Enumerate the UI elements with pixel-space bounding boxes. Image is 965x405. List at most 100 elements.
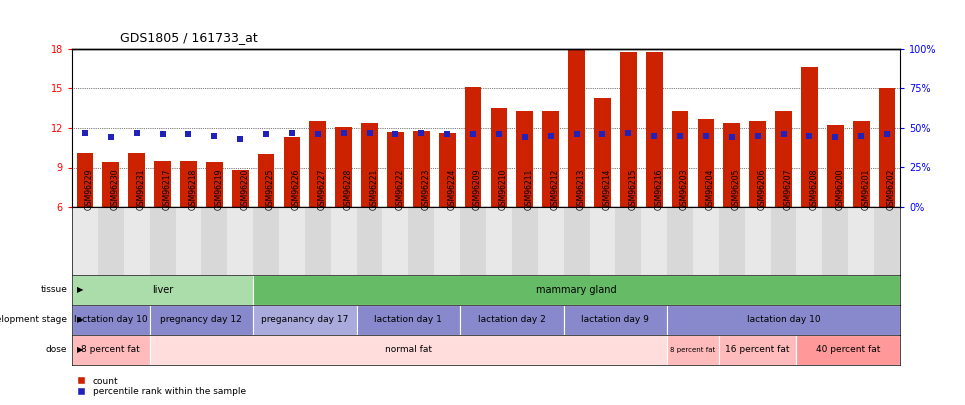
Point — [543, 133, 559, 139]
Bar — [460, 207, 486, 275]
Text: GSM96230: GSM96230 — [111, 169, 120, 211]
Text: dose: dose — [45, 345, 68, 354]
Bar — [253, 305, 357, 335]
Bar — [310, 122, 326, 207]
Bar — [253, 207, 279, 275]
Text: GSM96213: GSM96213 — [576, 169, 586, 211]
Text: lactation day 10: lactation day 10 — [747, 315, 820, 324]
Text: GSM96215: GSM96215 — [628, 169, 637, 211]
Point — [568, 131, 584, 138]
Text: GSM96220: GSM96220 — [240, 169, 249, 211]
Bar — [564, 207, 590, 275]
Bar — [879, 89, 896, 207]
Point — [699, 133, 714, 139]
Text: GSM96219: GSM96219 — [214, 169, 223, 211]
Point — [724, 134, 739, 141]
Point — [673, 133, 688, 139]
Text: GSM96210: GSM96210 — [499, 169, 508, 211]
Text: GSM96225: GSM96225 — [266, 169, 275, 211]
Bar — [667, 207, 693, 275]
Bar — [434, 207, 460, 275]
Point — [517, 134, 533, 141]
Bar — [413, 131, 429, 207]
Text: ▶: ▶ — [77, 315, 83, 324]
Bar — [848, 207, 874, 275]
Bar — [516, 111, 534, 207]
Point — [362, 130, 377, 136]
Point — [414, 130, 429, 136]
Point — [620, 130, 636, 136]
Bar — [258, 154, 274, 207]
Text: ▶: ▶ — [77, 286, 83, 294]
Text: GSM96200: GSM96200 — [836, 169, 844, 211]
Bar — [642, 207, 667, 275]
Bar — [202, 207, 227, 275]
Bar — [124, 207, 150, 275]
Bar — [76, 153, 94, 207]
Bar — [822, 207, 848, 275]
Bar — [102, 162, 120, 207]
Text: 40 percent fat: 40 percent fat — [816, 345, 880, 354]
Bar — [465, 87, 482, 207]
Text: liver: liver — [152, 285, 173, 295]
Point — [853, 133, 869, 139]
Text: tissue: tissue — [41, 286, 68, 294]
Text: GSM96227: GSM96227 — [317, 169, 327, 211]
Bar — [749, 122, 766, 207]
Bar — [150, 335, 667, 365]
Bar — [357, 305, 460, 335]
Point — [388, 131, 403, 138]
Bar — [564, 305, 667, 335]
Text: GSM96202: GSM96202 — [887, 169, 896, 211]
Text: ▶: ▶ — [77, 345, 83, 354]
Point — [310, 131, 325, 138]
Text: GSM96216: GSM96216 — [654, 169, 663, 211]
Point — [129, 130, 145, 136]
Bar — [538, 207, 564, 275]
Text: GSM96228: GSM96228 — [344, 169, 352, 211]
Bar — [335, 127, 352, 207]
Bar — [176, 207, 202, 275]
Bar — [97, 207, 124, 275]
Text: GSM96207: GSM96207 — [784, 169, 792, 211]
Text: 16 percent fat: 16 percent fat — [726, 345, 790, 354]
Bar — [542, 111, 559, 207]
Bar — [568, 50, 585, 207]
Text: mammary gland: mammary gland — [537, 285, 617, 295]
Bar — [646, 51, 663, 207]
Bar — [667, 335, 719, 365]
Point — [207, 133, 222, 139]
Point — [802, 133, 817, 139]
Bar — [486, 207, 511, 275]
Bar — [616, 207, 642, 275]
Bar — [382, 207, 408, 275]
Bar — [771, 207, 796, 275]
Bar — [72, 305, 150, 335]
Bar — [672, 111, 688, 207]
Text: GSM96221: GSM96221 — [370, 169, 378, 211]
Text: GSM96208: GSM96208 — [810, 169, 818, 211]
Bar — [724, 123, 740, 207]
Text: lactation day 9: lactation day 9 — [582, 315, 649, 324]
Bar — [227, 207, 253, 275]
Text: GSM96204: GSM96204 — [706, 169, 715, 211]
Legend: count, percentile rank within the sample: count, percentile rank within the sample — [76, 377, 246, 396]
Text: preganancy day 17: preganancy day 17 — [262, 315, 348, 324]
Bar — [667, 305, 900, 335]
Point — [750, 133, 765, 139]
Text: GDS1805 / 161733_at: GDS1805 / 161733_at — [121, 31, 258, 44]
Text: GSM96224: GSM96224 — [447, 169, 456, 211]
Point — [180, 131, 196, 138]
Text: GSM96201: GSM96201 — [861, 169, 870, 211]
Text: development stage: development stage — [0, 315, 68, 324]
Point — [828, 134, 843, 141]
Bar — [180, 161, 197, 207]
Point — [439, 131, 455, 138]
Text: lactation day 10: lactation day 10 — [74, 315, 148, 324]
Bar — [72, 335, 150, 365]
Bar — [150, 207, 176, 275]
Text: GSM96206: GSM96206 — [758, 169, 766, 211]
Bar — [279, 207, 305, 275]
Text: GSM96217: GSM96217 — [162, 169, 172, 211]
Bar — [408, 207, 434, 275]
